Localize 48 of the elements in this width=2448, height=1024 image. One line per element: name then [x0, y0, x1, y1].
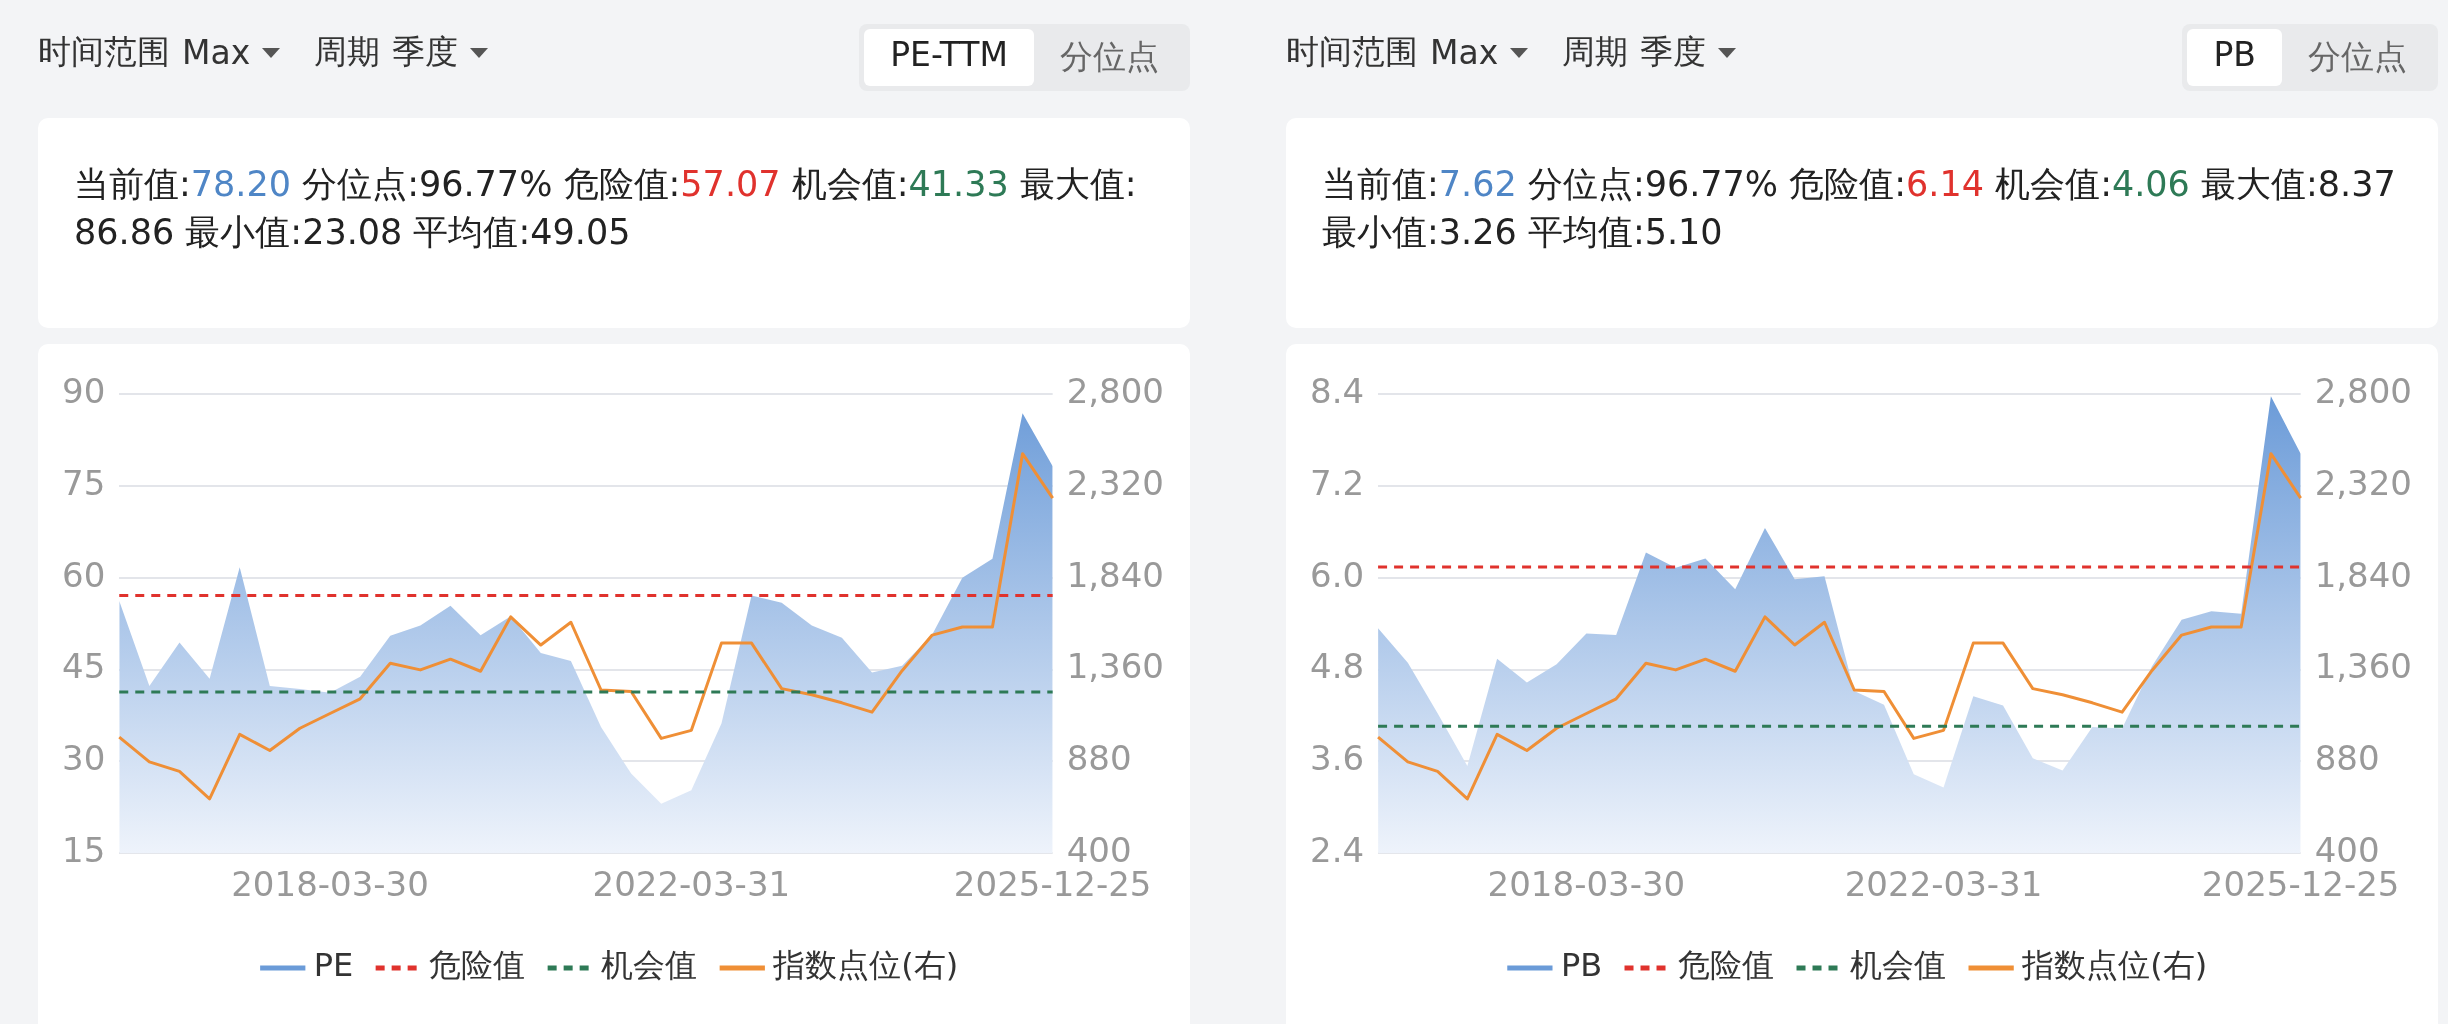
text: 季度: [1640, 31, 1707, 73]
text: 当前值:78.20 分位点:96.77% 危险值:57.07 机会值:41.33 最大值:86.86 最小值:23.08 平均值:49.05: [74, 164, 1137, 252]
legend-label: 危险值: [429, 946, 526, 985]
legend-label: PE: [313, 946, 354, 985]
y-tick-label: 75: [62, 462, 106, 503]
y-tick-label: 8.4: [1309, 370, 1365, 411]
text: 分位点: [1059, 36, 1160, 78]
y2-tick-label: 2,320: [1066, 462, 1165, 503]
y2-tick-label: 2,800: [1066, 370, 1165, 411]
legend-label: 机会值: [1850, 946, 1947, 985]
y2-tick-label: 1,360: [1066, 646, 1165, 687]
text: Max: [1430, 33, 1499, 72]
x-tick-label: 2018-03-30: [231, 864, 429, 905]
y2-tick-label: 1,840: [1066, 554, 1165, 595]
y-tick-label: 2.4: [1309, 830, 1365, 871]
y-tick-label: 45: [62, 646, 106, 687]
text: 时间范围: [1286, 31, 1418, 73]
x-tick-label: 2022-03-31: [1844, 864, 2043, 905]
y2-tick-label: 2,320: [2314, 462, 2413, 503]
text: 分位点: [2307, 36, 2408, 78]
y-tick-label: 7.2: [1309, 462, 1365, 503]
y-tick-label: 3.6: [1309, 738, 1365, 779]
x-tick-label: 2022-03-31: [592, 864, 791, 905]
text: 周期: [314, 31, 381, 73]
y-tick-label: 15: [62, 830, 106, 871]
text: 季度: [392, 31, 459, 73]
text: 时间范围: [38, 31, 170, 73]
y2-tick-label: 1,840: [2314, 554, 2413, 595]
legend-label: PB: [1560, 946, 1603, 985]
y2-tick-label: 880: [2314, 738, 2380, 779]
legend-label: 机会值: [601, 946, 698, 985]
y2-tick-label: 1,360: [2314, 646, 2413, 687]
text: PB: [2187, 29, 2282, 86]
x-tick-label: 2018-03-30: [1487, 864, 1686, 905]
text: Max: [182, 33, 251, 72]
y-tick-label: 60: [62, 554, 106, 595]
y-tick-label: 6.0: [1309, 554, 1365, 595]
y-tick-label: 30: [62, 738, 106, 779]
legend-label: 指数点位(右): [2021, 946, 2208, 985]
text: PE-TTM: [864, 29, 1034, 86]
legend-label: 指数点位(右): [772, 946, 959, 985]
text: 当前值:7.62 分位点:96.77% 危险值:6.14 机会值:4.06 最大值:8.37 最小值:3.26 平均值:5.10: [1322, 164, 2396, 252]
legend-label: 危险值: [1678, 946, 1775, 985]
y-tick-label: 90: [62, 370, 106, 411]
y-tick-label: 4.8: [1309, 646, 1365, 687]
text: 周期: [1562, 31, 1629, 73]
y2-tick-label: 880: [1066, 738, 1132, 779]
y2-tick-label: 2,800: [2314, 370, 2413, 411]
